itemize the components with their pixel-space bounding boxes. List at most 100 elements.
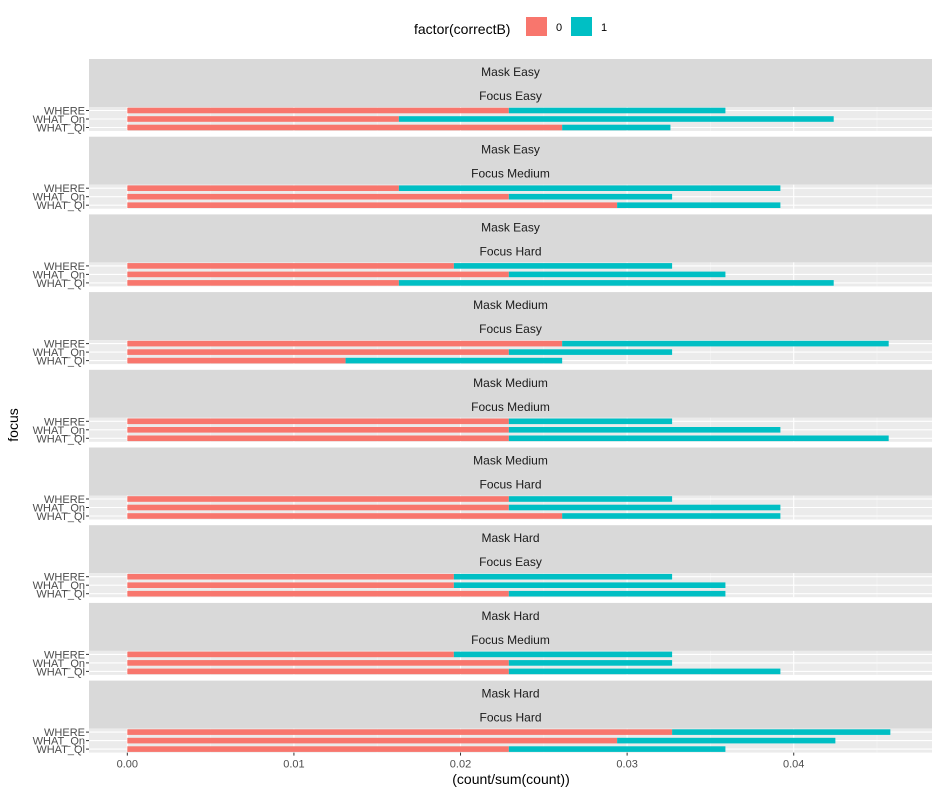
x-tick-label: 0.01 (283, 759, 304, 771)
y-tick-label: WHERE (44, 106, 85, 118)
bar-what-ql-correct-1 (508, 590, 726, 597)
y-tick-label: WHAT_Ql (36, 123, 85, 135)
bar-where-correct-1 (453, 573, 673, 580)
strip-label-mask: Mask Easy (481, 65, 540, 79)
y-tick-label: WHERE (44, 649, 85, 661)
bar-where-correct-1 (508, 107, 726, 114)
strip-label-mask: Mask Hard (481, 687, 539, 701)
bar-what-ql-correct-1 (398, 280, 834, 286)
bar-what-qn-correct-0 (127, 737, 618, 744)
legend-label-0: 0 (556, 22, 562, 34)
strip-background (89, 292, 932, 341)
bar-what-qn-correct-1 (398, 116, 834, 122)
y-tick-label: WHERE (44, 261, 85, 273)
strip-label-focus: Focus Medium (471, 400, 550, 414)
legend-swatch-1 (571, 17, 592, 36)
strip-label-focus: Focus Hard (479, 478, 541, 492)
strip-label-focus: Focus Medium (471, 167, 550, 181)
bar-what-ql-correct-1 (617, 202, 781, 208)
x-tick-label: 0.00 (117, 759, 138, 771)
bar-what-qn-correct-1 (508, 504, 781, 511)
bar-what-ql-correct-0 (127, 435, 509, 442)
bar-where-correct-1 (453, 651, 673, 658)
y-tick-label: WHERE (44, 727, 85, 739)
bar-what-qn-correct-1 (617, 737, 836, 744)
bar-where-correct-0 (127, 651, 454, 658)
strip-background (89, 602, 932, 651)
y-tick-label: WHAT_Ql (36, 666, 85, 678)
bar-what-qn-correct-0 (127, 193, 509, 200)
strip-label-mask: Mask Medium (473, 298, 548, 312)
strip-label-focus: Focus Hard (479, 244, 541, 258)
y-tick-label: WHERE (44, 183, 85, 195)
strip-label-mask: Mask Easy (481, 143, 540, 157)
bar-where-correct-0 (127, 729, 673, 735)
bar-where-correct-0 (127, 573, 454, 580)
bar-what-ql-correct-1 (345, 357, 563, 364)
bar-what-ql-correct-0 (127, 668, 509, 675)
strip-background (89, 214, 932, 263)
bar-where-correct-1 (398, 185, 781, 191)
strip-background (89, 59, 932, 107)
bar-what-ql-correct-1 (508, 668, 781, 675)
bar-what-qn-correct-1 (508, 349, 673, 355)
bar-where-correct-0 (127, 418, 509, 425)
bar-what-qn-correct-0 (127, 660, 509, 666)
y-tick-label: WHAT_Ql (36, 511, 85, 523)
bar-where-correct-1 (672, 729, 891, 735)
bar-what-ql-correct-1 (562, 513, 781, 519)
bar-what-qn-correct-0 (127, 582, 454, 588)
bar-what-ql-correct-1 (508, 435, 889, 442)
x-axis-title: (count/sum(count)) (452, 771, 569, 787)
strip-label-mask: Mask Hard (481, 609, 539, 623)
bar-what-ql-correct-0 (127, 746, 509, 752)
y-tick-label: WHAT_Qn (33, 347, 85, 359)
bar-what-qn-correct-1 (508, 271, 726, 278)
bar-what-qn-correct-1 (453, 582, 726, 588)
bar-where-correct-1 (508, 418, 673, 425)
bar-where-correct-0 (127, 340, 563, 347)
strip-label-mask: Mask Easy (481, 220, 540, 234)
bar-what-qn-correct-1 (508, 660, 673, 666)
legend: factor(correctB) 0 1 (414, 17, 607, 37)
bar-what-qn-correct-0 (127, 427, 509, 433)
bar-where-correct-0 (127, 496, 509, 502)
bar-where-correct-0 (127, 107, 509, 114)
y-tick-label: WHERE (44, 572, 85, 584)
y-tick-label: WHAT_Ql (36, 200, 85, 212)
y-tick-label: WHAT_Qn (33, 580, 85, 592)
y-axis-title: focus (5, 408, 21, 441)
bar-what-ql-correct-0 (127, 124, 563, 131)
bar-what-ql-correct-0 (127, 280, 399, 286)
strip-label-mask: Mask Hard (481, 531, 539, 545)
legend-label-1: 1 (601, 22, 607, 34)
strip-label-focus: Focus Easy (479, 322, 542, 336)
bar-what-qn-correct-0 (127, 271, 509, 278)
y-tick-label: WHAT_Ql (36, 589, 85, 601)
bar-what-qn-correct-0 (127, 116, 399, 122)
strip-label-focus: Focus Medium (471, 633, 550, 647)
y-tick-label: WHAT_Qn (33, 736, 85, 748)
bar-what-ql-correct-0 (127, 513, 563, 519)
strip-label-focus: Focus Easy (479, 89, 542, 103)
y-tick-label: WHERE (44, 494, 85, 506)
y-tick-label: WHAT_Ql (36, 278, 85, 290)
bar-what-ql-correct-0 (127, 357, 346, 364)
strip-background (89, 680, 932, 729)
strip-label-mask: Mask Medium (473, 376, 548, 390)
y-tick-label: WHAT_Qn (33, 192, 85, 204)
y-tick-label: WHERE (44, 339, 85, 351)
x-axis: 0.00 0.01 0.02 0.03 0.04 (117, 752, 804, 771)
bar-what-qn-correct-1 (508, 193, 673, 200)
bar-where-correct-1 (453, 263, 673, 269)
y-tick-label: WHAT_Qn (33, 503, 85, 515)
facet-panel: Mask Medium Focus Medium WHEREWHAT_QnWHAT_… (33, 369, 932, 445)
strip-label-focus: Focus Hard (479, 711, 541, 725)
